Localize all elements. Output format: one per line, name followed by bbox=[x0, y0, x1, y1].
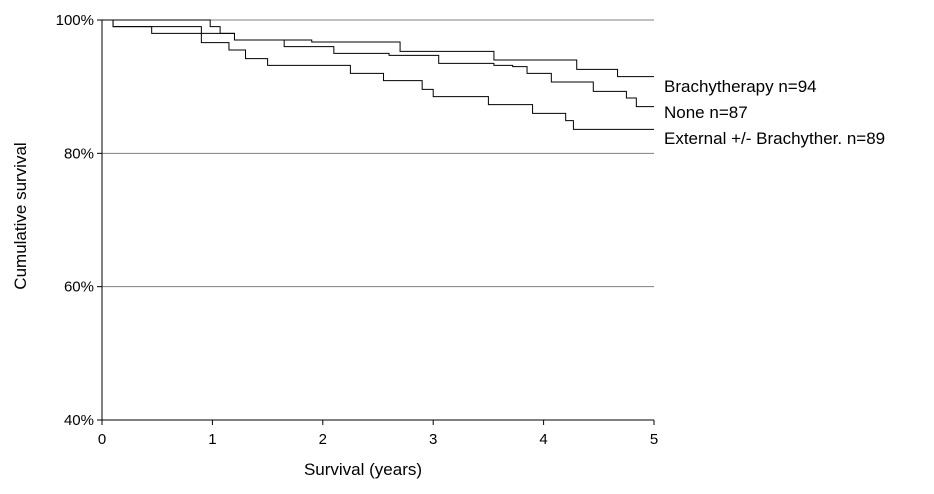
series-label-3: External +/- Brachyther. n=89 bbox=[664, 129, 885, 148]
y-tick-label: 60% bbox=[64, 279, 94, 296]
x-tick-label: 5 bbox=[650, 431, 658, 448]
x-axis-title: Survival (years) bbox=[304, 460, 422, 479]
series-labels: Brachytherapy n=94 None n=87 External +/- … bbox=[664, 77, 885, 148]
x-tick-label: 4 bbox=[539, 431, 547, 448]
x-tick-label: 3 bbox=[429, 431, 437, 448]
survival-curve-2 bbox=[102, 19, 654, 108]
survival-curve-1 bbox=[102, 19, 654, 78]
x-tick-label: 1 bbox=[208, 431, 216, 448]
series-label-1: Brachytherapy n=94 bbox=[664, 77, 817, 96]
y-tick-label: 40% bbox=[64, 412, 94, 429]
x-tick-label: 2 bbox=[319, 431, 327, 448]
survival-curve-3 bbox=[102, 19, 654, 130]
series-label-2: None n=87 bbox=[664, 103, 748, 122]
y-axis-title: Cumulative survival bbox=[11, 142, 30, 289]
axes bbox=[101, 20, 654, 421]
y-tick-label: 100% bbox=[56, 12, 94, 29]
y-tick-label: 80% bbox=[64, 145, 94, 162]
x-tick-label: 0 bbox=[98, 431, 106, 448]
ticks: 40% 60% 80% 100% 0 1 2 3 4 5 bbox=[56, 12, 659, 448]
survival-curves bbox=[102, 19, 654, 130]
